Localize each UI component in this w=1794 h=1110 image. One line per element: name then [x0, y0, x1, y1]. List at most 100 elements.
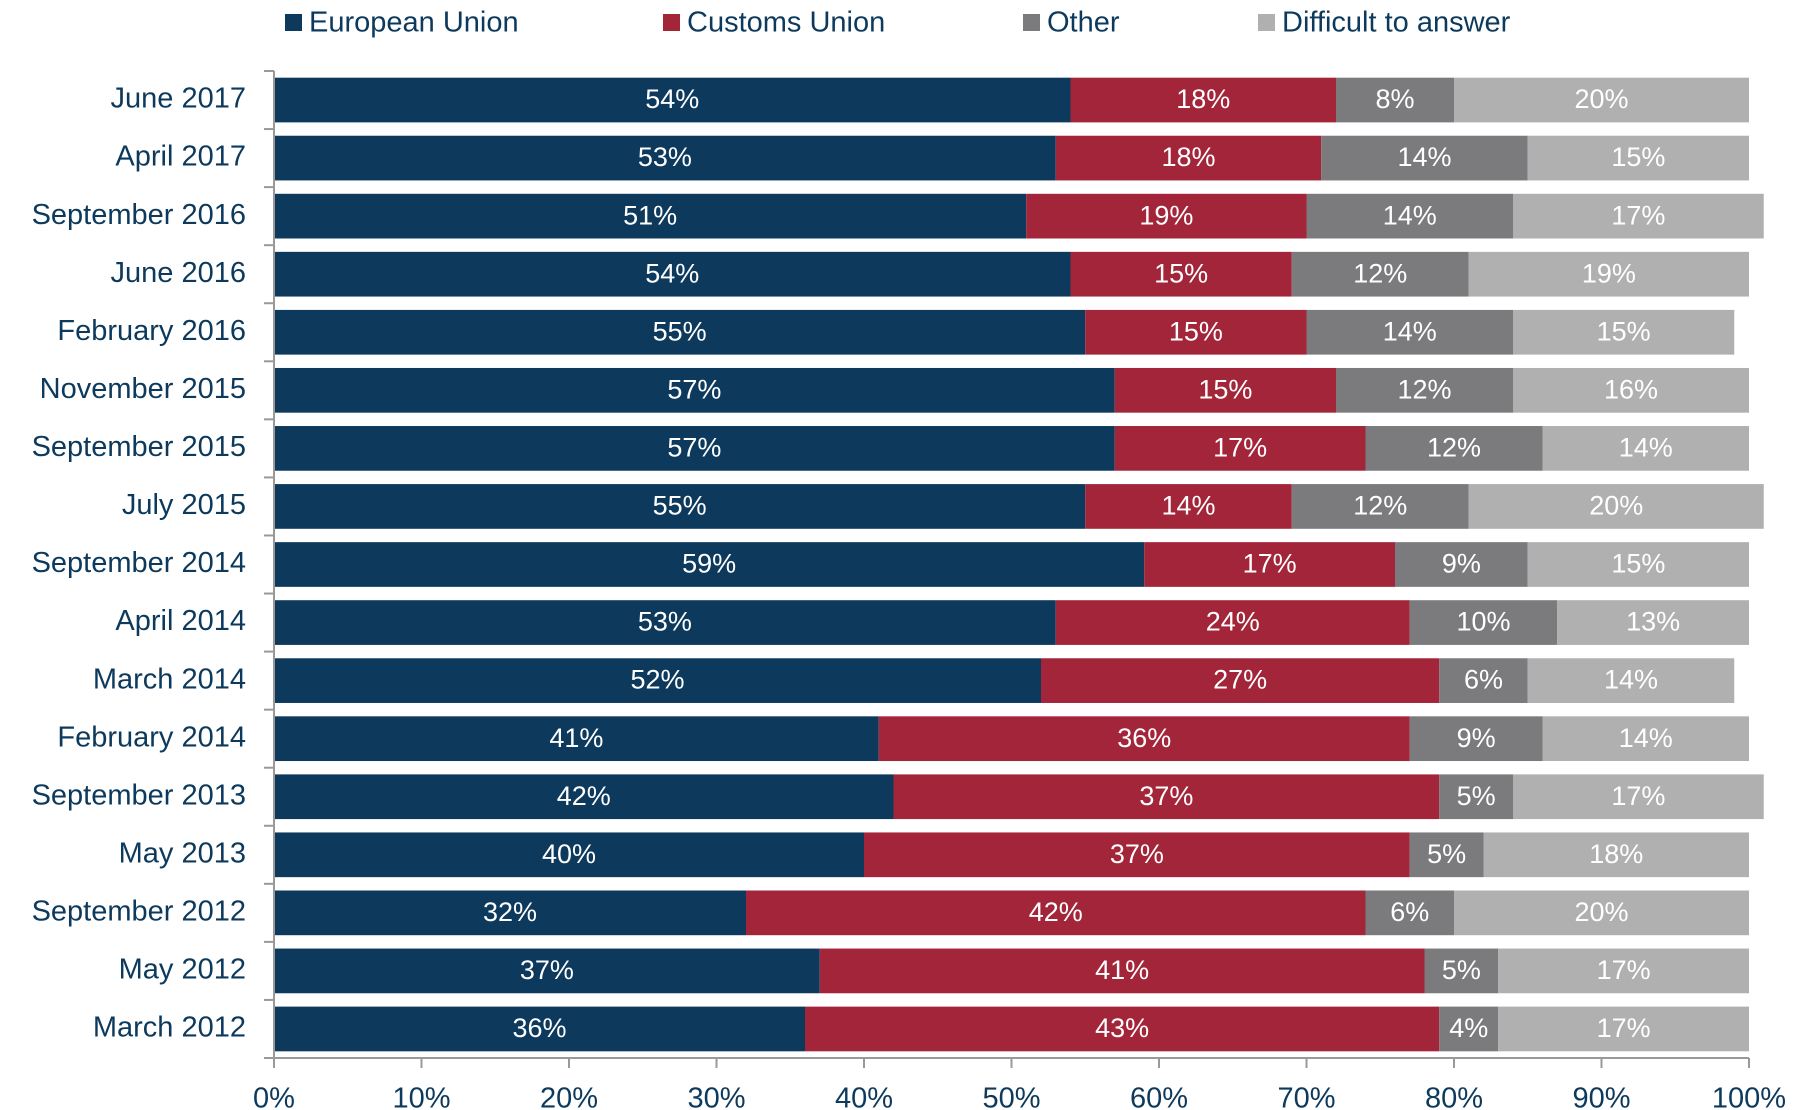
bar-segment	[1336, 77, 1454, 123]
data-label: 43%	[1095, 1013, 1149, 1043]
bar-segment	[1439, 658, 1528, 703]
bar-segment	[1365, 426, 1543, 471]
bar-segment	[274, 309, 1086, 355]
y-tick-label: February 2014	[57, 721, 246, 753]
data-label: 6%	[1390, 897, 1429, 927]
x-tick-label: 50%	[982, 1083, 1040, 1110]
y-tick-label: September 2013	[32, 779, 246, 811]
legend-label: Other	[1047, 7, 1120, 39]
bar-segment	[1527, 135, 1749, 181]
data-label: 24%	[1206, 607, 1260, 637]
y-tick-label: September 2012	[32, 896, 246, 928]
data-label: 57%	[667, 433, 721, 463]
data-label: 5%	[1427, 839, 1466, 869]
data-label: 12%	[1353, 491, 1407, 521]
x-tick-label: 70%	[1277, 1083, 1335, 1110]
data-label: 53%	[638, 142, 692, 172]
bar-segment	[864, 832, 1410, 878]
x-tick-label: 0%	[253, 1083, 295, 1110]
bar-segment	[1409, 716, 1543, 762]
legend-label: Difficult to answer	[1282, 7, 1511, 39]
bar-segment	[1468, 484, 1764, 529]
bar-segment	[274, 1006, 805, 1052]
data-label: 15%	[1169, 316, 1223, 346]
data-label: 17%	[1597, 955, 1651, 985]
bar-segment	[1454, 890, 1749, 936]
data-label: 14%	[1619, 433, 1673, 463]
data-label: 32%	[483, 897, 537, 927]
bar-segment	[746, 890, 1366, 936]
bar-segment	[1513, 774, 1764, 820]
data-label: 15%	[1154, 258, 1208, 288]
legend-label: European Union	[309, 7, 519, 39]
data-label: 51%	[623, 200, 677, 230]
y-tick-label: May 2013	[119, 837, 246, 869]
bar-segment	[1321, 135, 1528, 181]
data-label: 15%	[1597, 316, 1651, 346]
bar-segment	[1395, 542, 1528, 587]
data-label: 14%	[1619, 723, 1673, 753]
bar-segment	[274, 832, 864, 878]
data-label: 5%	[1457, 781, 1496, 811]
bar-segment	[1291, 484, 1469, 529]
bar-segment	[274, 774, 894, 820]
bar-segment	[1114, 367, 1336, 413]
bar-segment	[1409, 832, 1484, 878]
bar-segment	[274, 251, 1071, 297]
bar-segment	[1336, 367, 1513, 413]
bar-segment	[1306, 193, 1513, 239]
x-tick-label: 100%	[1712, 1083, 1786, 1110]
data-label: 20%	[1574, 897, 1628, 927]
y-tick-label: September 2015	[32, 431, 246, 463]
bar-segment	[1085, 309, 1307, 355]
data-label: 17%	[1611, 200, 1665, 230]
bar-segment	[1070, 77, 1336, 123]
data-label: 15%	[1611, 142, 1665, 172]
y-tick-label: June 2017	[111, 83, 246, 115]
bar-segment	[1055, 600, 1410, 645]
data-label: 12%	[1353, 258, 1407, 288]
bar-segment	[1026, 193, 1307, 239]
data-label: 12%	[1397, 374, 1451, 404]
bar-segment	[1527, 542, 1749, 587]
bar-segment	[1498, 948, 1749, 994]
data-label: 14%	[1383, 316, 1437, 346]
data-label: 5%	[1442, 955, 1481, 985]
bar-segment	[1498, 1006, 1749, 1052]
data-label: 14%	[1604, 665, 1658, 695]
bar-segment	[893, 774, 1440, 820]
data-label: 59%	[682, 549, 736, 579]
x-tick-label: 40%	[835, 1083, 893, 1110]
y-tick-label: February 2016	[57, 315, 246, 347]
data-label: 42%	[1029, 897, 1083, 927]
x-tick-label: 30%	[687, 1083, 745, 1110]
bar-segment	[1527, 658, 1735, 703]
bar-segment	[274, 484, 1086, 529]
data-label: 9%	[1457, 723, 1496, 753]
y-tick-label: September 2016	[32, 199, 246, 231]
y-tick-label: September 2014	[32, 547, 246, 579]
bar-segment	[805, 1006, 1440, 1052]
data-label: 17%	[1611, 781, 1665, 811]
data-label: 19%	[1582, 258, 1636, 288]
data-label: 36%	[512, 1013, 566, 1043]
bar-segment	[1542, 716, 1749, 762]
legend-swatch	[663, 14, 680, 31]
bar-segment	[274, 77, 1071, 123]
bar-segment	[1409, 600, 1558, 645]
bar-segment	[274, 948, 820, 994]
data-label: 53%	[638, 607, 692, 637]
bar-segment	[1291, 251, 1469, 297]
bar-segment	[1114, 426, 1366, 471]
bar-segment	[1041, 658, 1440, 703]
bar-segment	[274, 135, 1056, 181]
bar-segment	[274, 600, 1056, 645]
data-label: 16%	[1604, 374, 1658, 404]
x-tick-label: 10%	[392, 1083, 450, 1110]
y-tick-label: July 2015	[122, 489, 246, 521]
bar-segment	[1306, 309, 1513, 355]
bar-segment	[1365, 890, 1454, 936]
bar-segment	[878, 716, 1410, 762]
x-tick-label: 60%	[1130, 1083, 1188, 1110]
